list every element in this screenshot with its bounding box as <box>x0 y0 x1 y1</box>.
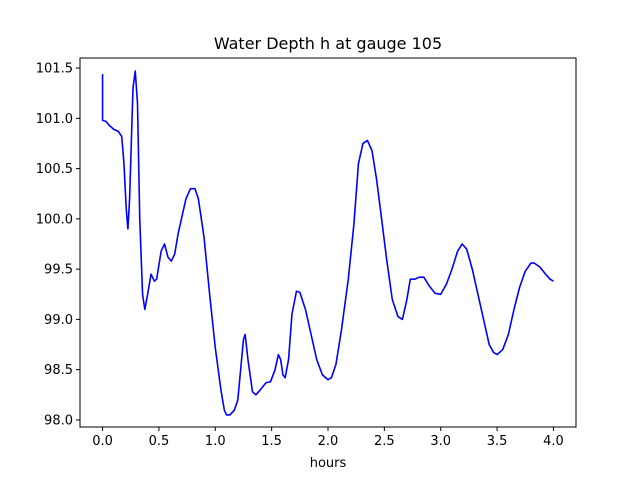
x-tick-label: 3.0 <box>430 434 451 449</box>
series-line <box>101 70 554 416</box>
x-tick-label: 1.5 <box>261 434 282 449</box>
chart-title: Water Depth h at gauge 105 <box>214 34 442 53</box>
y-tick-label: 99.5 <box>44 263 73 278</box>
y-axis-ticks: 98.0 98.5 99.0 99.5 100.0 100.5 101.0 101.5 <box>36 62 80 428</box>
x-axis-label: hours <box>310 456 347 471</box>
x-tick-label: 2.5 <box>374 434 395 449</box>
x-axis-ticks: 0.0 0.5 1.0 1.5 2.0 2.5 3.0 3.5 4.0 <box>92 427 564 449</box>
x-tick-label: 4.0 <box>543 434 564 449</box>
line-layer <box>101 70 554 416</box>
y-tick-label: 98.0 <box>44 413 73 428</box>
x-tick-label: 1.0 <box>205 434 226 449</box>
x-tick-label: 0.0 <box>92 434 113 449</box>
y-tick-label: 100.5 <box>36 162 73 177</box>
y-tick-label: 101.5 <box>36 62 73 77</box>
plot-frame <box>79 57 577 428</box>
x-tick-label: 0.5 <box>149 434 170 449</box>
x-tick-label: 3.5 <box>487 434 508 449</box>
y-tick-label: 98.5 <box>44 363 73 378</box>
y-tick-label: 100.0 <box>36 212 73 227</box>
y-tick-label: 99.0 <box>44 313 73 328</box>
x-tick-label: 2.0 <box>318 434 339 449</box>
y-tick-label: 101.0 <box>36 112 73 127</box>
